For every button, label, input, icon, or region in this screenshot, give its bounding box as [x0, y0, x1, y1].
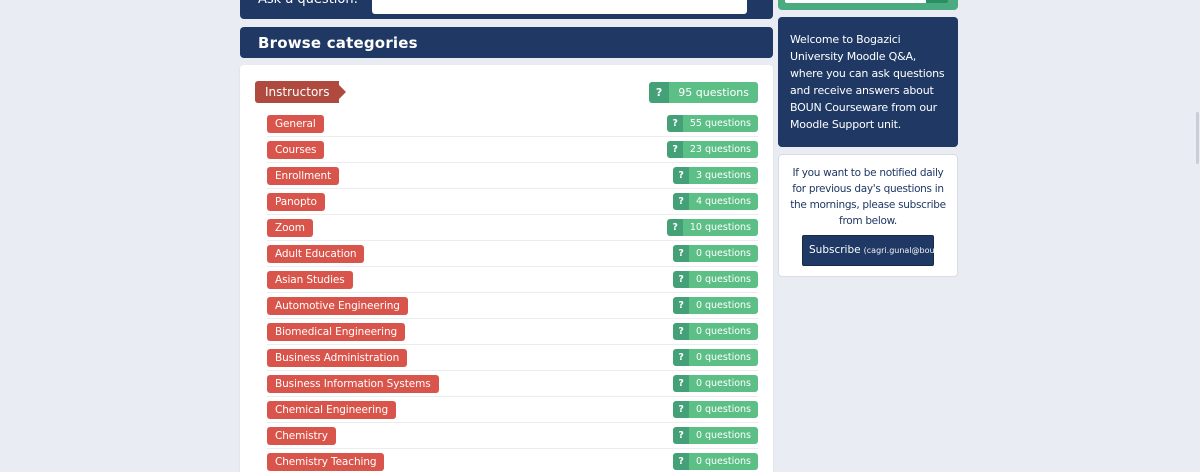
badge-count-label: 0 questions: [688, 271, 758, 288]
question-count-badge: ? 0 questions: [673, 453, 758, 470]
question-count-badge: ? 0 questions: [673, 323, 758, 340]
badge-count-label: 23 questions: [682, 141, 758, 158]
question-count-badge: ? 95 questions: [648, 81, 758, 103]
question-mark-icon: ?: [673, 271, 689, 288]
browse-categories-bar: Browse categories: [240, 27, 773, 58]
badge-count-label: 4 questions: [688, 193, 758, 210]
category-list: General ? 55 questions Courses ? 23 ques…: [267, 111, 758, 472]
question-mark-icon: ?: [648, 81, 670, 103]
question-mark-icon: ?: [673, 297, 689, 314]
search-box: [778, 0, 958, 10]
question-mark-icon: ?: [673, 453, 689, 470]
subscribe-button-label: Subscribe: [809, 244, 861, 256]
category-tag[interactable]: Automotive Engineering: [267, 296, 408, 315]
category-row: Automotive Engineering ? 0 questions: [267, 293, 758, 319]
badge-count-label: 3 questions: [688, 167, 758, 184]
category-tag[interactable]: Chemical Engineering: [267, 400, 397, 419]
category-row: Adult Education ? 0 questions: [267, 241, 758, 267]
category-tag[interactable]: Chemistry: [267, 426, 336, 445]
badge-count-label: 55 questions: [682, 115, 758, 132]
question-mark-icon: ?: [667, 115, 683, 132]
question-count-badge: ? 55 questions: [667, 115, 758, 132]
question-mark-icon: ?: [673, 193, 689, 210]
question-mark-icon: ?: [673, 349, 689, 366]
question-count-badge: ? 3 questions: [673, 167, 758, 184]
subscribe-panel: If you want to be notified daily for prev…: [778, 154, 958, 277]
question-count-badge: ? 23 questions: [667, 141, 758, 158]
category-row-parent: Instructors ? 95 questions: [255, 77, 758, 107]
subscribe-button-email: (cagri.gunal@boun.edu.tr): [863, 246, 958, 255]
question-count-badge: ? 0 questions: [673, 349, 758, 366]
badge-count-label: 0 questions: [688, 453, 758, 470]
category-row: Asian Studies ? 0 questions: [267, 267, 758, 293]
question-count-badge: ? 0 questions: [673, 245, 758, 262]
category-row: Business Administration ? 0 questions: [267, 345, 758, 371]
category-tag[interactable]: General: [267, 114, 324, 133]
search-button[interactable]: [926, 0, 948, 3]
welcome-panel: Welcome to Bogazici University Moodle Q&A…: [778, 17, 958, 147]
category-row: Chemistry Teaching ? 0 questions: [267, 449, 758, 472]
sidebar: Welcome to Bogazici University Moodle Q&A…: [778, 0, 958, 277]
badge-count-label: 0 questions: [688, 401, 758, 418]
category-row: General ? 55 questions: [267, 111, 758, 137]
badge-count-label: 0 questions: [688, 323, 758, 340]
question-mark-icon: ?: [673, 323, 689, 340]
category-tag-parent[interactable]: Instructors: [255, 81, 348, 103]
category-tag[interactable]: Enrollment: [267, 166, 340, 185]
question-mark-icon: ?: [673, 245, 689, 262]
category-row: Enrollment ? 3 questions: [267, 163, 758, 189]
category-tag[interactable]: Courses: [267, 140, 325, 159]
category-row: Biomedical Engineering ? 0 questions: [267, 319, 758, 345]
categories-panel: Instructors ? 95 questions General ? 55 …: [240, 65, 773, 472]
question-mark-icon: ?: [667, 141, 683, 158]
category-tag[interactable]: Asian Studies: [267, 270, 353, 289]
category-tag[interactable]: Business Information Systems: [267, 374, 439, 393]
category-tag[interactable]: Chemistry Teaching: [267, 452, 385, 471]
ask-question-input[interactable]: [371, 0, 747, 14]
category-tag[interactable]: Business Administration: [267, 348, 408, 367]
subscribe-text: If you want to be notified daily for prev…: [790, 167, 946, 227]
browse-categories-title: Browse categories: [258, 33, 418, 52]
badge-count-label: 0 questions: [688, 375, 758, 392]
question-count-badge: ? 0 questions: [673, 297, 758, 314]
category-row: Courses ? 23 questions: [267, 137, 758, 163]
question-count-badge: ? 0 questions: [673, 271, 758, 288]
question-mark-icon: ?: [673, 401, 689, 418]
question-count-badge: ? 4 questions: [673, 193, 758, 210]
subscribe-button[interactable]: Subscribe (cagri.gunal@boun.edu.tr): [802, 235, 957, 266]
category-row: Chemical Engineering ? 0 questions: [267, 397, 758, 423]
question-mark-icon: ?: [673, 167, 689, 184]
question-count-badge: ? 0 questions: [673, 375, 758, 392]
badge-count-label: 0 questions: [688, 349, 758, 366]
question-mark-icon: ?: [673, 427, 689, 444]
category-row: Panopto ? 4 questions: [267, 189, 758, 215]
ask-question-panel: Ask a question:: [240, 0, 773, 19]
question-mark-icon: ?: [667, 219, 683, 236]
badge-count-label: 0 questions: [688, 427, 758, 444]
category-tag[interactable]: Biomedical Engineering: [267, 322, 406, 341]
question-count-badge: ? 0 questions: [673, 401, 758, 418]
category-row: Zoom ? 10 questions: [267, 215, 758, 241]
badge-count-label: 0 questions: [688, 297, 758, 314]
badge-count-label: 10 questions: [682, 219, 758, 236]
question-count-badge: ? 10 questions: [667, 219, 758, 236]
badge-count-label: 0 questions: [688, 245, 758, 262]
question-mark-icon: ?: [673, 375, 689, 392]
category-row: Business Information Systems ? 0 questio…: [267, 371, 758, 397]
category-row: Chemistry ? 0 questions: [267, 423, 758, 449]
category-tag[interactable]: Panopto: [267, 192, 325, 211]
category-tag[interactable]: Zoom: [267, 218, 313, 237]
ask-question-label: Ask a question:: [258, 0, 358, 14]
search-input[interactable]: [785, 0, 926, 3]
category-tag[interactable]: Adult Education: [267, 244, 365, 263]
question-count-badge: ? 0 questions: [673, 427, 758, 444]
scrollbar-thumb[interactable]: [1196, 112, 1199, 164]
badge-count-label: 95 questions: [669, 81, 758, 103]
